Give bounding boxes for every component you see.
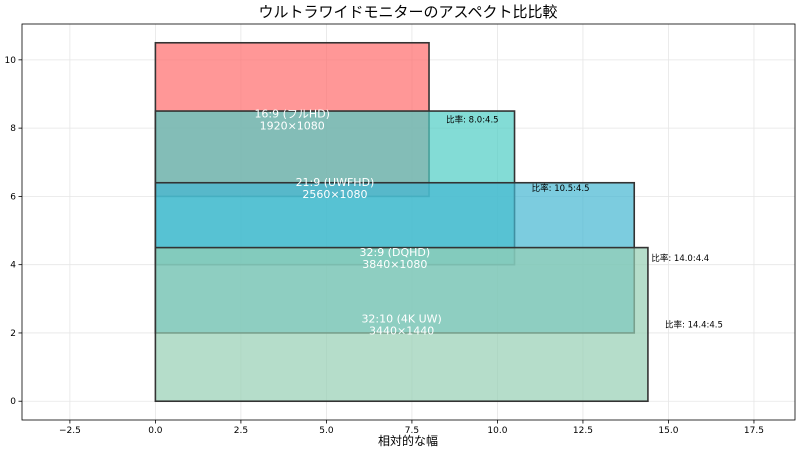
x-tick-label: −2.5	[59, 426, 81, 436]
x-tick-label: 15.0	[658, 426, 678, 436]
bar-resolution-label: 3440×1440	[369, 324, 434, 337]
y-tick-label: 10	[5, 56, 17, 66]
bar-3	[154, 246, 649, 403]
x-tick-label: 10.0	[487, 426, 507, 436]
y-tick-label: 8	[10, 124, 16, 134]
x-tick-label: 17.5	[744, 426, 764, 436]
bar-resolution-label: 2560×1080	[302, 188, 367, 201]
bar-resolution-label: 1920×1080	[260, 120, 325, 133]
bar-ratio-label: 比率: 8.0:4.5	[446, 115, 498, 126]
bar-resolution-label: 3840×1080	[362, 258, 427, 271]
bar-name-label: 21:9 (UWFHD)	[296, 176, 375, 189]
x-tick-label: 5.0	[319, 426, 334, 436]
chart-title: ウルトラワイドモニターのアスペクト比比較	[259, 3, 558, 21]
y-tick-label: 6	[10, 192, 16, 202]
y-tick-label: 0	[10, 397, 16, 407]
bar-ratio-label: 比率: 10.5:4.5	[532, 183, 590, 194]
bars	[154, 41, 649, 403]
bar-name-label: 16:9 (フルHD)	[254, 108, 330, 121]
plot-frame	[21, 23, 796, 421]
x-tick-label: 0.0	[148, 426, 163, 436]
x-tick-label: 12.5	[573, 426, 593, 436]
x-axis: −2.5 0.0 2.5 5.0 7.5 10.0 12.5 15.0 17.5	[59, 420, 764, 436]
x-tick-label: 7.5	[405, 426, 419, 436]
y-tick-label: 4	[10, 261, 16, 271]
bar-ratio-label: 比率: 14.0:4.4	[651, 253, 709, 264]
bar-ratio-label: 比率: 14.4:4.5	[665, 319, 723, 330]
x-tick-label: 2.5	[234, 426, 248, 436]
bar-labels: 16:9 (フルHD)1920×1080 比率: 8.0:4.5 21:9 (UWF…	[254, 108, 722, 338]
y-tick-label: 2	[10, 329, 16, 339]
x-axis-label: 相対的な幅	[378, 433, 438, 448]
bar-name-label: 32:9 (DQHD)	[359, 246, 430, 259]
y-axis: 0 2 4 6 8 10	[5, 56, 22, 407]
bar-name-label: 32:10 (4K UW)	[361, 312, 441, 325]
